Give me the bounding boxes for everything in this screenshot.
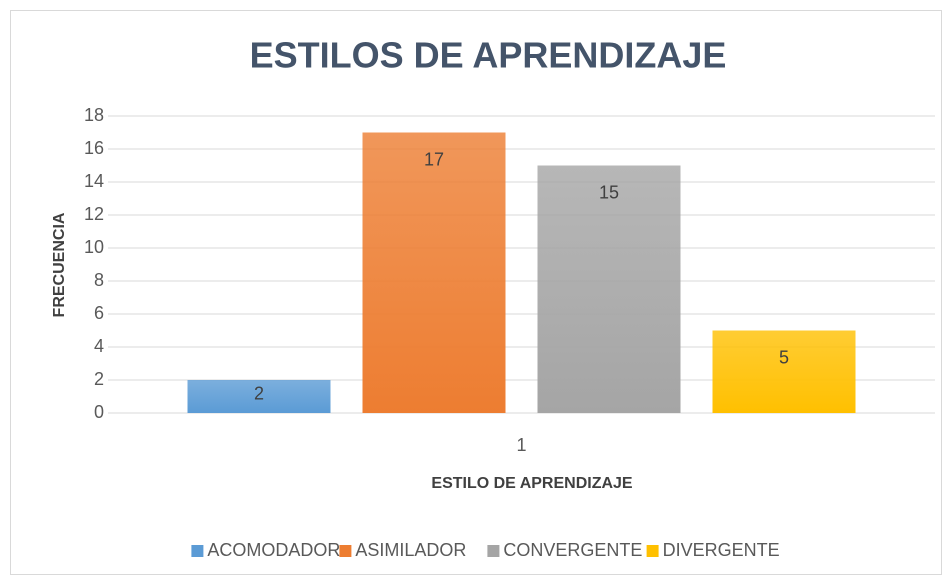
legend-label: ACOMODADOR (207, 540, 340, 560)
data-label: 15 (599, 182, 619, 202)
y-tick-label: 12 (84, 204, 104, 224)
y-tick-label: 0 (94, 402, 104, 422)
y-tick-label: 16 (84, 138, 104, 158)
y-tick-label: 2 (94, 369, 104, 389)
bar (187, 380, 331, 413)
y-tick-label: 4 (94, 336, 104, 356)
chart-title: ESTILOS DE APRENDIZAJE (250, 35, 727, 76)
y-tick-label: 8 (94, 270, 104, 290)
legend-swatch (487, 545, 500, 557)
y-tick-label: 18 (84, 105, 104, 125)
y-tick-label: 14 (84, 171, 104, 191)
data-label: 17 (424, 149, 444, 169)
data-label: 2 (254, 383, 264, 403)
bar (362, 132, 506, 413)
y-tick-label: 10 (84, 237, 104, 257)
bar (537, 165, 681, 413)
y-tick-label: 6 (94, 303, 104, 323)
data-label: 5 (779, 347, 789, 367)
legend-swatch (646, 545, 659, 557)
legend-label: DIVERGENTE (663, 540, 780, 560)
x-axis-title: ESTILO DE APRENDIZAJE (431, 475, 633, 492)
legend-swatch (191, 545, 204, 557)
legend-label: CONVERGENTE (503, 540, 642, 560)
bar (712, 330, 856, 413)
y-axis-title: FRECUENCIA (51, 212, 68, 317)
x-tick-label: 1 (516, 435, 526, 455)
legend-label: ASIMILADOR (355, 540, 466, 560)
legend-swatch (339, 545, 352, 557)
